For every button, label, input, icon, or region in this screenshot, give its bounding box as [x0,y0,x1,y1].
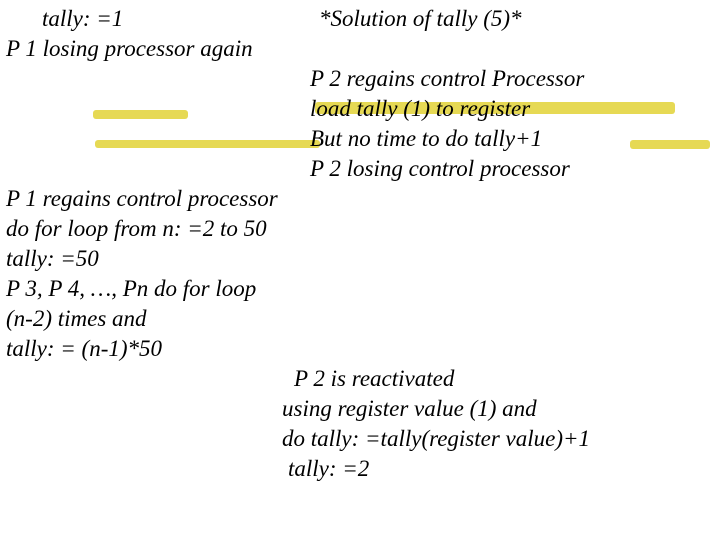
brush-stroke [630,140,710,149]
text-line: tally: =2 [288,457,369,480]
text-line: P 2 losing control processor [310,157,570,180]
text-line: do for loop from n: =2 to 50 [6,217,267,240]
text-line: using register value (1) and [282,397,537,420]
text-line: P 1 regains control processor [6,187,278,210]
text-line: tally: = (n-1)*50 [6,337,162,360]
text-line: P 2 regains control Processor [310,67,584,90]
text-line: tally: =50 [6,247,99,270]
text-line: P 2 is reactivated [294,367,454,390]
text-line: load tally (1) to register [310,97,530,120]
text-line: P 3, P 4, …, Pn do for loop [6,277,256,300]
brush-stroke [93,110,188,119]
text-line: do tally: =tally(register value)+1 [282,427,590,450]
slide: tally: =1 *Solution of tally (5)* P 1 lo… [0,0,720,540]
brush-stroke [95,140,320,148]
text-line: But no time to do tally+1 [310,127,542,150]
text-line: P 1 losing processor again [6,37,253,60]
text-line: (n-2) times and [6,307,147,330]
title-right: *Solution of tally (5)* [319,7,522,30]
title-left: tally: =1 [42,7,123,30]
